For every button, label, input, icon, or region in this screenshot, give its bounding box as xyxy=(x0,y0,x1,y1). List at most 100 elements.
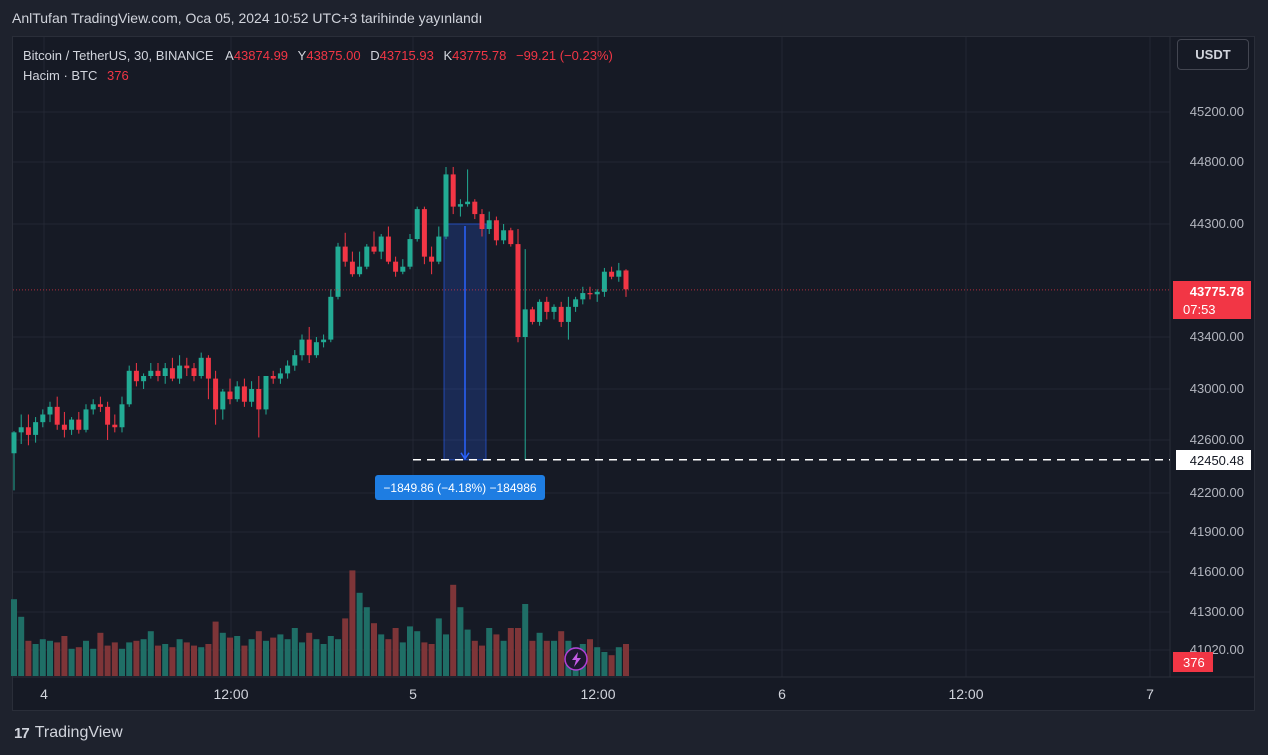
volume-bar xyxy=(363,607,370,676)
candle-body xyxy=(421,209,427,257)
volume-bar xyxy=(75,647,82,676)
candle-body xyxy=(558,306,564,322)
candle-body xyxy=(227,391,233,400)
candle-body xyxy=(313,342,319,356)
volume-bar xyxy=(471,640,478,676)
volume-bar xyxy=(104,645,111,676)
tradingview-logo-icon: 17 xyxy=(14,724,30,742)
candle-body xyxy=(378,236,384,252)
chart-panel[interactable] xyxy=(12,36,1255,711)
volume-bar xyxy=(421,642,428,676)
candle-body xyxy=(25,427,31,435)
volume-bar xyxy=(450,584,457,676)
candle-body xyxy=(148,370,154,376)
low-marker-value: 42450.48 xyxy=(1190,453,1244,468)
volume-bar xyxy=(601,652,608,676)
publish-line: AnlTufan TradingView.com, Oca 05, 2024 1… xyxy=(12,10,483,26)
volume-bar xyxy=(234,636,241,676)
volume-bar xyxy=(507,628,514,676)
volume-row: Hacim · BTC 376 xyxy=(23,66,613,86)
volume-bar xyxy=(212,621,219,676)
currency-button[interactable]: USDT xyxy=(1177,39,1249,70)
volume-bar xyxy=(356,592,363,676)
volume-bar xyxy=(399,642,406,676)
candle-body xyxy=(349,261,355,275)
volume-bar xyxy=(543,640,550,676)
candle-body xyxy=(580,293,586,300)
time-tick-label: 7 xyxy=(1146,686,1154,702)
volume-bar xyxy=(90,648,97,676)
candle-body xyxy=(205,357,211,379)
volume-bar xyxy=(11,599,17,676)
chart-legend: Bitcoin / TetherUS, 30, BINANCE A43874.9… xyxy=(23,46,613,86)
candle-body xyxy=(623,270,629,290)
candle-body xyxy=(220,391,226,410)
volume-bar xyxy=(371,623,377,676)
measure-arrow-head-icon xyxy=(460,452,470,461)
measure-label-text: −1849.86 (−4.18%) −184986 xyxy=(383,481,536,495)
candle-body xyxy=(306,339,312,356)
volume-bar xyxy=(140,639,147,676)
volume-bar xyxy=(435,618,442,676)
candle-body xyxy=(277,373,283,379)
countdown-timer: 07:53 xyxy=(1183,302,1216,317)
candle-body xyxy=(486,220,492,230)
volume-bar xyxy=(529,640,536,676)
volume-bar xyxy=(428,644,435,676)
volume-bar xyxy=(551,640,557,676)
symbol-label[interactable]: Bitcoin / TetherUS, 30, BINANCE xyxy=(23,48,214,63)
volume-label[interactable]: Hacim · BTC xyxy=(23,68,98,83)
volume-bar xyxy=(493,634,500,676)
time-tick-label: 12:00 xyxy=(213,686,248,702)
candle-body xyxy=(537,301,543,322)
time-tick-label: 4 xyxy=(40,686,48,702)
candle-body xyxy=(119,404,125,428)
open-label: A xyxy=(225,48,234,63)
ohlc-row: Bitcoin / TetherUS, 30, BINANCE A43874.9… xyxy=(23,46,613,66)
candle-body xyxy=(299,339,305,356)
volume-badge-text: 376 xyxy=(1183,655,1205,670)
candle-body xyxy=(601,271,607,292)
footer-brand[interactable]: 17 TradingView xyxy=(14,724,123,742)
candle-body xyxy=(177,365,183,379)
time-tick-label: 12:00 xyxy=(948,686,983,702)
candle-body xyxy=(573,299,579,307)
time-tick-label: 6 xyxy=(778,686,786,702)
volume-value: 376 xyxy=(107,68,129,83)
low-label: D xyxy=(370,48,380,63)
high-label: Y xyxy=(297,48,307,63)
price-tick-label: 41900.00 xyxy=(1190,524,1244,539)
volume-bar xyxy=(176,639,183,676)
volume-bar xyxy=(392,628,399,676)
price-tick-label: 42600.00 xyxy=(1190,432,1244,447)
candle-body xyxy=(234,386,240,400)
volume-bar xyxy=(479,645,485,676)
volume-bar xyxy=(623,644,629,676)
candle-body xyxy=(465,201,471,205)
candle-body xyxy=(364,246,370,267)
volume-bar xyxy=(68,648,75,676)
time-tick-label: 12:00 xyxy=(580,686,615,702)
candle-body xyxy=(443,174,449,237)
volume-value-badge xyxy=(1173,652,1213,672)
candle-body xyxy=(141,376,147,382)
brand-name: TradingView xyxy=(34,724,123,741)
volume-bar xyxy=(119,648,125,676)
volume-bar xyxy=(587,639,593,676)
price-tick-label: 43000.00 xyxy=(1190,381,1244,396)
volume-bar xyxy=(291,628,298,676)
volume-bar xyxy=(133,640,140,676)
low-marker-badge xyxy=(1176,450,1251,470)
candle-body xyxy=(457,204,463,207)
price-tick-label: 44800.00 xyxy=(1190,154,1244,169)
candle-body xyxy=(11,432,17,454)
volume-bar xyxy=(464,629,471,676)
candle-body xyxy=(609,271,615,277)
candle-body xyxy=(162,368,168,376)
candle-body xyxy=(407,239,413,267)
candle-body xyxy=(18,427,24,433)
volume-bar xyxy=(198,647,205,676)
candle-body xyxy=(270,376,276,379)
volume-bar xyxy=(299,642,305,676)
